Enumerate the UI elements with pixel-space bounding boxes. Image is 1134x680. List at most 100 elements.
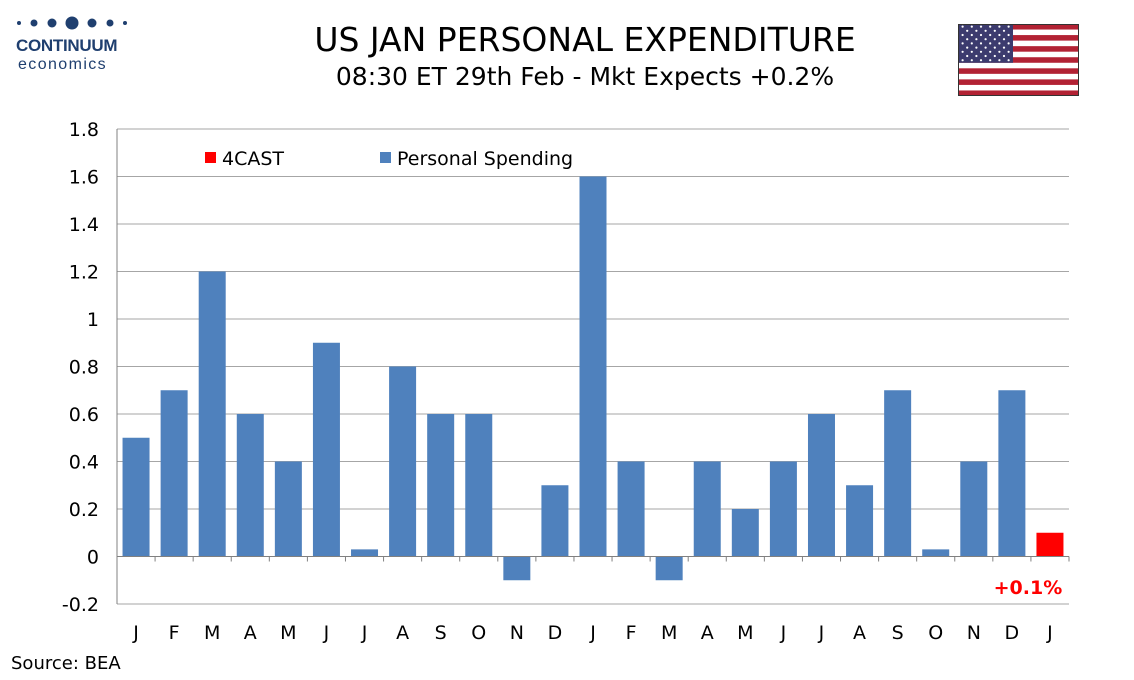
flag-star bbox=[961, 33, 964, 37]
flag-star bbox=[970, 42, 973, 45]
page-title: US JAN PERSONAL EXPENDITURE bbox=[314, 20, 856, 59]
spending-bar bbox=[807, 414, 835, 557]
flag-star bbox=[989, 33, 992, 37]
flag-star bbox=[1002, 46, 1006, 49]
y-tick-label: 1.8 bbox=[69, 119, 99, 141]
flag-star bbox=[975, 29, 978, 32]
flag-stripe bbox=[958, 68, 1079, 74]
spending-bar bbox=[769, 461, 797, 557]
x-tick-label: A bbox=[853, 622, 866, 644]
spending-bar bbox=[655, 556, 683, 581]
flag-stripe bbox=[958, 35, 1079, 41]
x-tick-label: J bbox=[818, 622, 825, 644]
x-tick-label: O bbox=[928, 622, 943, 644]
annotations: +0.1% bbox=[994, 577, 1063, 599]
x-tick-label: A bbox=[701, 622, 714, 644]
page-subtitle: 08:30 ET 29th Feb - Mkt Expects +0.2% bbox=[335, 62, 835, 91]
y-tick-label: 0.8 bbox=[69, 357, 99, 379]
flag-star bbox=[998, 25, 1001, 28]
spending-bar bbox=[312, 342, 340, 557]
x-tick-label: S bbox=[435, 622, 447, 644]
flag-star bbox=[961, 42, 964, 45]
legend-label: 4CAST bbox=[222, 148, 284, 170]
flag-star bbox=[998, 33, 1001, 37]
flag-star bbox=[1007, 25, 1010, 28]
flag-star bbox=[993, 46, 996, 49]
logo-dots-icon bbox=[17, 16, 127, 30]
x-tick-label: F bbox=[626, 622, 637, 644]
y-tick-label: 1.2 bbox=[69, 262, 99, 284]
brand-subtitle: economics bbox=[18, 56, 108, 73]
flag-star bbox=[998, 42, 1001, 45]
flag-star bbox=[961, 50, 964, 53]
flag-star bbox=[970, 25, 973, 28]
spending-bar bbox=[731, 509, 759, 557]
spending-bar bbox=[389, 366, 417, 557]
x-tick-label: J bbox=[323, 622, 330, 644]
x-tick-label: J bbox=[132, 622, 139, 644]
forecast-bar bbox=[1036, 532, 1064, 557]
x-tick-label: J bbox=[589, 622, 596, 644]
flag-star bbox=[975, 46, 978, 49]
flag-stripe bbox=[958, 79, 1079, 85]
spending-bar bbox=[617, 461, 645, 557]
spending-bar bbox=[884, 390, 912, 557]
y-tick-label: 0.6 bbox=[69, 404, 99, 426]
axes bbox=[116, 129, 1070, 604]
flag-star bbox=[966, 54, 969, 58]
flag-star bbox=[975, 54, 978, 58]
flag-star bbox=[970, 59, 973, 62]
spending-bar bbox=[160, 390, 188, 557]
flag-star bbox=[966, 46, 969, 49]
flag-star bbox=[989, 50, 992, 53]
flag-star bbox=[966, 29, 969, 32]
flag-star bbox=[1007, 50, 1010, 53]
x-tick-label: J bbox=[361, 622, 368, 644]
flag-star bbox=[998, 50, 1001, 53]
chart-legend: 4CAST Personal Spending bbox=[205, 148, 573, 170]
legend-label: Personal Spending bbox=[397, 148, 573, 170]
flag-star bbox=[984, 54, 987, 58]
flag-star bbox=[1002, 54, 1006, 58]
flag-star bbox=[979, 33, 983, 37]
spending-bar bbox=[579, 176, 607, 557]
flag-star bbox=[984, 29, 987, 32]
flag-star bbox=[1007, 33, 1010, 37]
flag-star bbox=[993, 29, 996, 32]
flag-star bbox=[984, 38, 987, 41]
x-tick-label: M bbox=[280, 622, 296, 644]
x-tick-label: J bbox=[1046, 622, 1053, 644]
y-tick-label: 1.4 bbox=[69, 214, 99, 236]
flag-star bbox=[989, 25, 992, 28]
bar-series bbox=[122, 176, 1064, 581]
forecast-annotation: +0.1% bbox=[994, 577, 1063, 599]
x-tick-label: N bbox=[510, 622, 524, 644]
flag-stripe bbox=[958, 46, 1079, 52]
x-tick-label: S bbox=[892, 622, 904, 644]
flag-star bbox=[1002, 29, 1006, 32]
x-tick-label: N bbox=[967, 622, 981, 644]
flag-star bbox=[993, 38, 996, 41]
source-note: Source: BEA bbox=[11, 653, 121, 674]
spending-bar bbox=[922, 549, 950, 557]
x-tick-label: A bbox=[244, 622, 257, 644]
flag-star bbox=[970, 33, 973, 37]
x-tick-label: F bbox=[169, 622, 180, 644]
flag-star bbox=[984, 46, 987, 49]
brand-name: CONTINUUM bbox=[16, 36, 118, 55]
y-tick-label: -0.2 bbox=[62, 594, 99, 616]
flag-star bbox=[979, 59, 983, 62]
flag-stripe bbox=[958, 57, 1079, 63]
tick-labels: -0.2 0 0.2 0.4 0.6 0.8 1 1.2 1.4 1.6 1.8 J F M A M J J A S O… bbox=[62, 119, 1053, 644]
legend-swatch bbox=[205, 152, 216, 163]
x-tick-label: M bbox=[204, 622, 220, 644]
flag-star bbox=[961, 59, 964, 62]
spending-bar bbox=[998, 390, 1026, 557]
x-tick-label: J bbox=[780, 622, 787, 644]
spending-bar bbox=[693, 461, 721, 557]
spending-bar bbox=[541, 485, 569, 557]
flag-star bbox=[979, 42, 983, 45]
x-tick-label: O bbox=[471, 622, 486, 644]
x-tick-label: D bbox=[1005, 622, 1020, 644]
